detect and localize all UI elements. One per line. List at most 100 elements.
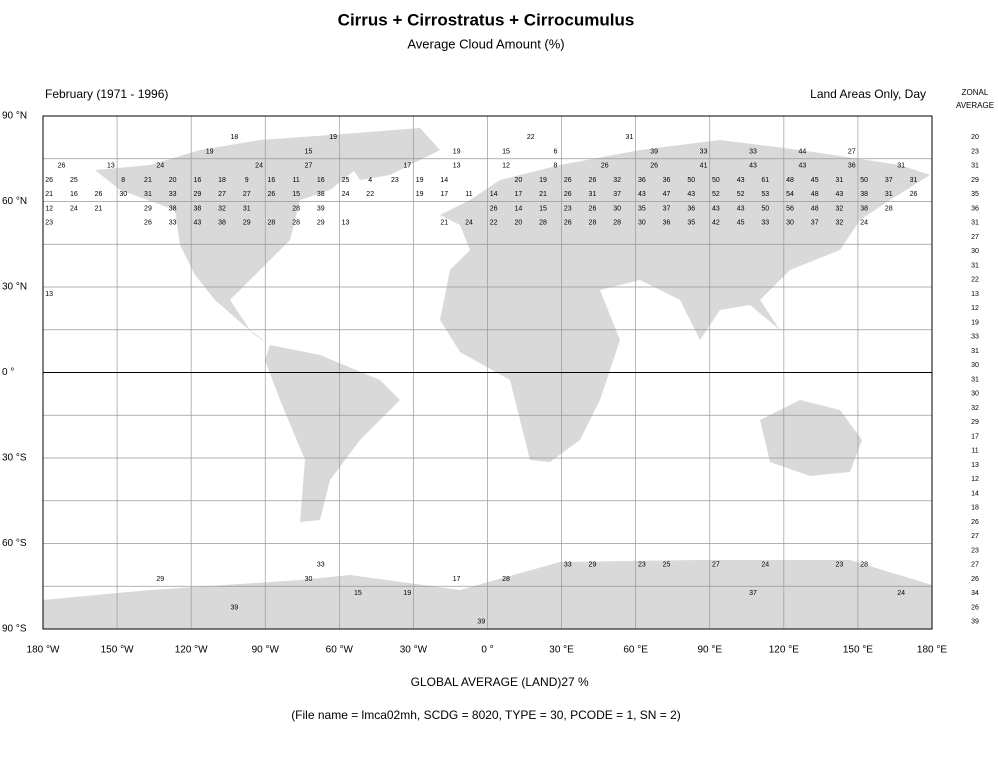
cell-value: 21 (539, 191, 547, 198)
cell-value: 43 (638, 191, 646, 198)
cell-value: 37 (613, 191, 621, 198)
cell-value: 54 (786, 191, 794, 198)
cell-value: 43 (749, 163, 757, 170)
cell-value: 12 (45, 205, 53, 212)
cell-value: 21 (440, 220, 448, 227)
cell-value: 15 (354, 590, 362, 597)
cell-value: 21 (45, 191, 53, 198)
cell-value: 31 (144, 191, 152, 198)
cell-value: 26 (95, 191, 103, 198)
cell-value: 19 (539, 177, 547, 184)
cell-value: 23 (564, 205, 572, 212)
cell-value: 36 (638, 177, 646, 184)
cell-value: 28 (502, 576, 510, 583)
cell-value: 39 (230, 604, 238, 611)
zonal-average: 11 (971, 448, 978, 455)
cell-value: 19 (416, 191, 424, 198)
cell-value: 38 (860, 191, 868, 198)
cell-value: 26 (564, 177, 572, 184)
cell-value: 43 (737, 205, 745, 212)
cell-value: 56 (786, 205, 794, 212)
cell-value: 12 (502, 163, 510, 170)
cell-value: 41 (700, 163, 708, 170)
cell-value: 8 (553, 163, 557, 170)
zonal-average: 31 (971, 163, 979, 170)
cell-value: 26 (144, 220, 152, 227)
cell-value: 17 (440, 191, 448, 198)
cell-value: 26 (564, 191, 572, 198)
cell-value: 28 (860, 562, 868, 569)
cell-value: 26 (589, 205, 597, 212)
cell-value: 21 (144, 177, 152, 184)
cell-value: 37 (663, 205, 671, 212)
y-tick-label: 0 ° (2, 367, 14, 378)
cell-value: 27 (243, 191, 251, 198)
cell-value: 20 (169, 177, 177, 184)
cell-value: 16 (193, 177, 201, 184)
zonal-average: 19 (971, 319, 979, 326)
zonal-average: 33 (971, 334, 979, 341)
cell-value: 16 (70, 191, 78, 198)
cell-value: 31 (243, 205, 251, 212)
zonal-average: 27 (971, 562, 979, 569)
cell-value: 47 (663, 191, 671, 198)
zonal-average: 35 (971, 191, 979, 198)
cell-value: 32 (613, 177, 621, 184)
cell-value: 45 (737, 220, 745, 227)
cell-value: 30 (119, 191, 127, 198)
x-tick-label: 90 °E (697, 645, 722, 656)
cell-value: 26 (910, 191, 918, 198)
cell-value: 31 (910, 177, 918, 184)
cell-value: 52 (737, 191, 745, 198)
cell-value: 26 (650, 163, 658, 170)
cell-value: 39 (317, 205, 325, 212)
cell-value: 24 (342, 191, 350, 198)
x-tick-label: 90 °W (252, 645, 280, 656)
cell-value: 30 (638, 220, 646, 227)
cell-value: 38 (193, 205, 201, 212)
cell-value: 28 (292, 205, 300, 212)
cell-value: 38 (860, 205, 868, 212)
x-tick-label: 60 °W (326, 645, 354, 656)
cell-value: 23 (391, 177, 399, 184)
y-tick-label: 90 °S (2, 624, 27, 635)
x-tick-label: 120 °W (175, 645, 208, 656)
cell-value: 8 (121, 177, 125, 184)
cell-value: 43 (737, 177, 745, 184)
zonal-average: 13 (971, 462, 979, 469)
zonal-average: 30 (971, 248, 979, 255)
x-tick-label: 150 °E (843, 645, 873, 656)
cell-value: 35 (638, 205, 646, 212)
cell-value: 33 (761, 220, 769, 227)
zonal-average: 13 (971, 291, 979, 298)
cell-value: 28 (539, 220, 547, 227)
cell-value: 43 (687, 191, 695, 198)
x-tick-label: 180 °E (917, 645, 947, 656)
cell-value: 27 (848, 148, 856, 155)
cell-value: 27 (712, 562, 720, 569)
cell-value: 26 (58, 163, 66, 170)
zonal-average: 12 (971, 305, 979, 312)
cell-value: 42 (712, 220, 720, 227)
zonal-average: 23 (971, 547, 979, 554)
zonal-average: 22 (971, 277, 979, 284)
cell-value: 11 (465, 191, 472, 198)
cell-value: 38 (169, 205, 177, 212)
cell-value: 33 (749, 148, 757, 155)
cell-value: 14 (490, 191, 498, 198)
zonal-average: 14 (971, 490, 979, 497)
cell-value: 48 (811, 205, 819, 212)
cell-value: 28 (589, 220, 597, 227)
cell-value: 50 (712, 177, 720, 184)
cell-value: 32 (218, 205, 226, 212)
zonal-average: 31 (971, 348, 979, 355)
zonal-average: 12 (971, 476, 979, 483)
y-tick-label: 60 °S (2, 538, 27, 549)
cell-value: 13 (342, 220, 350, 227)
y-tick-label: 30 °S (2, 453, 27, 464)
zonal-average: 31 (971, 376, 979, 383)
cell-value: 15 (502, 148, 510, 155)
cell-value: 21 (95, 205, 103, 212)
cell-value: 53 (761, 191, 769, 198)
subtitle: Average Cloud Amount (%) (407, 36, 564, 51)
